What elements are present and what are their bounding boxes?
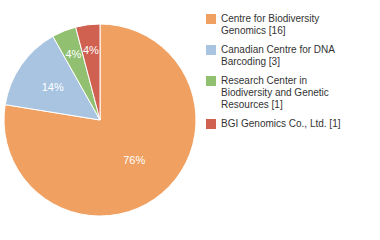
legend-item: BGI Genomics Co., Ltd. [1] <box>206 118 341 129</box>
legend: Centre for BiodiversityGenomics [16] Cana… <box>206 13 341 129</box>
legend-label: Centre for BiodiversityGenomics [16] <box>221 13 319 36</box>
legend-swatch <box>206 76 216 86</box>
legend-item: Centre for BiodiversityGenomics [16] <box>206 13 319 36</box>
pie-slice <box>4 24 196 216</box>
legend-label: Research Center inBiodiversity and Genet… <box>221 75 329 110</box>
legend-swatch <box>206 14 216 24</box>
data-label: 14% <box>42 81 64 93</box>
legend-item: Canadian Centre for DNABarcoding [3] <box>206 44 335 67</box>
legend-label: BGI Genomics Co., Ltd. [1] <box>221 118 341 129</box>
data-labels: 76% 14% 4%4% <box>42 44 146 167</box>
legend-swatch <box>206 119 216 129</box>
legend-label: Canadian Centre for DNABarcoding [3] <box>221 44 335 67</box>
pie-slice <box>76 24 100 120</box>
pie <box>4 24 196 216</box>
data-label: 76% <box>123 154 145 166</box>
chart: 76% 14% 4%4% Centre for BiodiversityGenomic… <box>0 0 380 240</box>
legend-swatch <box>206 45 216 55</box>
data-label: 4% <box>83 44 99 56</box>
legend-item: Research Center inBiodiversity and Genet… <box>206 75 329 110</box>
data-label: 4% <box>65 48 81 60</box>
